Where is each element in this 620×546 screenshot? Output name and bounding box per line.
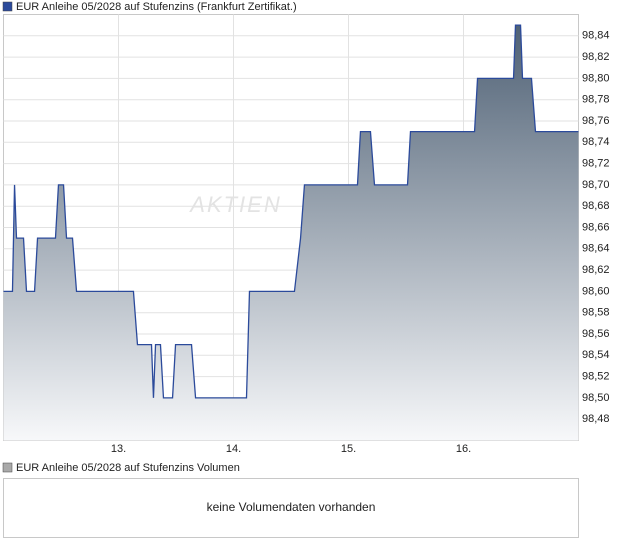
- x-tick-label: 13.: [111, 443, 126, 455]
- line: [3, 24, 579, 399]
- y-tick-label: 98,60: [582, 285, 610, 297]
- volume-message: keine Volumendaten vorhanden: [207, 500, 376, 514]
- y-tick-label: 98,62: [582, 264, 610, 276]
- y-tick-label: 98,72: [582, 158, 610, 170]
- x-tick-label: 14.: [226, 443, 241, 455]
- legend-swatch: [2, 462, 13, 473]
- y-tick-label: 98,76: [582, 115, 610, 127]
- x-tick-label: 16.: [456, 443, 471, 455]
- x-tick-label: 15.: [341, 443, 356, 455]
- y-tick-label: 98,82: [582, 51, 610, 63]
- y-tick-label: 98,68: [582, 200, 610, 212]
- y-tick-label: 98,66: [582, 221, 610, 233]
- volume-frame: [3, 478, 579, 538]
- y-tick-label: 98,50: [582, 392, 610, 404]
- y-tick-label: 98,78: [582, 94, 610, 106]
- y-tick-label: 98,58: [582, 307, 610, 319]
- y-tick-label: 98,52: [582, 371, 610, 383]
- y-tick-label: 98,54: [582, 349, 610, 361]
- y-tick-label: 98,64: [582, 243, 610, 255]
- y-tick-label: 98,70: [582, 179, 610, 191]
- y-tick-label: 98,56: [582, 328, 610, 340]
- y-tick-label: 98,74: [582, 136, 610, 148]
- y-tick-label: 98,48: [582, 413, 610, 425]
- area: [3, 25, 579, 441]
- plot: [3, 24, 579, 441]
- legend-swatch: [2, 1, 13, 12]
- y-tick-label: 98,84: [582, 30, 610, 42]
- watermark: AKTIEN: [188, 192, 281, 217]
- y-tick-label: 98,80: [582, 72, 610, 84]
- legend-label: EUR Anleihe 05/2028 auf Stufenzins Volum…: [16, 462, 240, 474]
- legend-label: EUR Anleihe 05/2028 auf Stufenzins (Fran…: [16, 1, 297, 13]
